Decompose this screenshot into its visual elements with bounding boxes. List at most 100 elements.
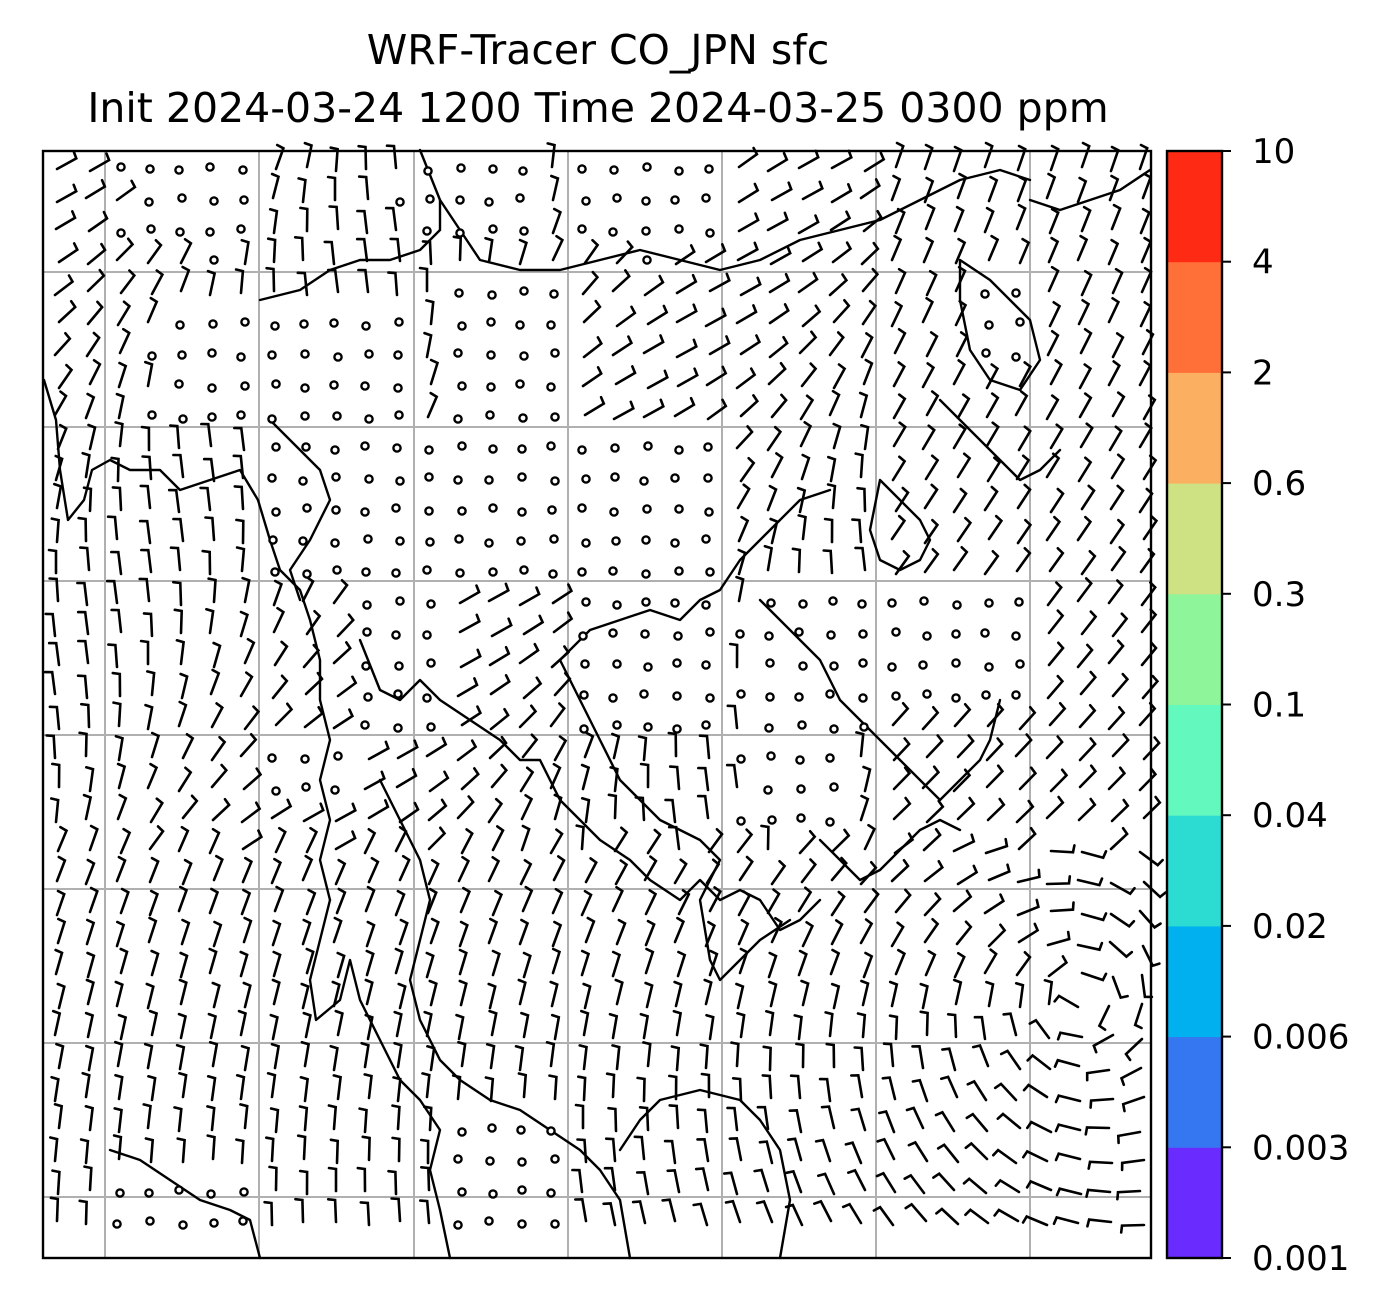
wind-barb [56,423,68,451]
wind-barb [243,705,261,731]
wind-barb [55,889,66,917]
wind-barb [894,141,905,169]
calm-circle [453,1154,463,1164]
wind-barb [694,1167,710,1192]
wind-barb [169,424,181,450]
wind-barb [1049,423,1064,450]
wind-barb [115,920,126,948]
wind-barb [1119,1223,1146,1234]
wind-barb [768,272,791,294]
calm-circle [548,569,558,579]
wind-barb [799,394,815,421]
calm-circle [364,474,374,484]
wind-barb [519,859,533,886]
wind-barb [1116,1130,1142,1145]
wind-barb [47,641,61,667]
wind-barb [395,767,418,789]
wind-barb [119,269,137,295]
wind-barb [675,338,698,359]
wind-barb [768,303,790,325]
wind-barb [1080,484,1096,511]
wind-barb [147,916,158,944]
wind-barb [952,833,976,853]
calm-circle [641,569,651,579]
wind-barb [271,919,282,947]
wind-barb [305,826,319,854]
wind-barb [859,918,874,945]
calm-circle [796,784,806,794]
calm-circle [639,476,649,486]
wind-barb [1046,330,1060,357]
wind-barb [232,454,245,480]
wind-barb [146,762,159,790]
calm-circle [641,196,651,206]
colorbar-tick-label: 2 [1252,353,1274,393]
wind-barb [56,825,69,853]
wind-barb [850,1107,867,1132]
wind-barb [1109,826,1129,851]
wind-barb [728,1137,743,1162]
wind-barb [549,702,566,728]
calm-circle [240,317,250,327]
wind-barb [923,143,934,171]
calm-circle [395,197,405,207]
wind-barb [663,1139,677,1165]
wind-barb [767,951,778,979]
wind-barb [389,237,402,263]
wind-barb [952,768,972,793]
calm-circle [488,224,498,234]
wind-barb [457,855,471,883]
wind-barb [892,361,906,388]
wind-barb [788,1109,803,1134]
wind-barb [1078,764,1098,789]
wind-barb [521,885,534,913]
wind-barb [112,1134,123,1161]
wind-barb [208,887,220,915]
calm-circle [270,321,280,331]
wind-barb [489,674,511,696]
wind-barb [1111,733,1130,758]
calm-circle [363,534,373,544]
wind-barb [55,183,78,204]
wind-barb [1142,514,1159,541]
wind-barb [705,365,728,387]
wind-barb [698,734,711,760]
wind-barb [675,303,698,324]
wind-barb [1139,207,1151,235]
calm-circle [178,1220,188,1230]
wind-barb [636,1076,646,1103]
wind-barb [760,824,770,851]
wind-barb [756,1105,770,1131]
wind-barb [676,367,699,388]
calm-circle [517,1185,527,1195]
calm-circle [236,224,246,234]
wind-barb [582,982,592,1010]
wind-barb [300,1040,311,1068]
calm-circle [267,753,277,763]
wind-barb [611,1044,621,1071]
calm-circle [581,597,591,607]
wind-barb [423,331,433,359]
wind-barb [955,331,969,358]
wind-barb [1108,425,1123,452]
calm-circle [453,1220,463,1230]
wind-barb [301,918,312,946]
calm-circle [239,195,249,205]
calm-circle [825,689,835,699]
wind-barb [583,731,595,759]
wind-barb [177,825,190,853]
wind-barb [1079,422,1094,449]
wind-barb [863,151,886,173]
wind-barb [921,765,941,790]
calm-circle [826,630,836,640]
wind-barb [799,421,813,448]
calm-circle [362,600,372,610]
calm-circle [271,442,281,452]
calm-circle [643,441,653,451]
wind-barb [946,1013,958,1039]
wind-barb [53,390,68,417]
calm-circle [796,813,806,823]
wind-barb [1016,868,1041,884]
calm-circle [549,289,559,299]
